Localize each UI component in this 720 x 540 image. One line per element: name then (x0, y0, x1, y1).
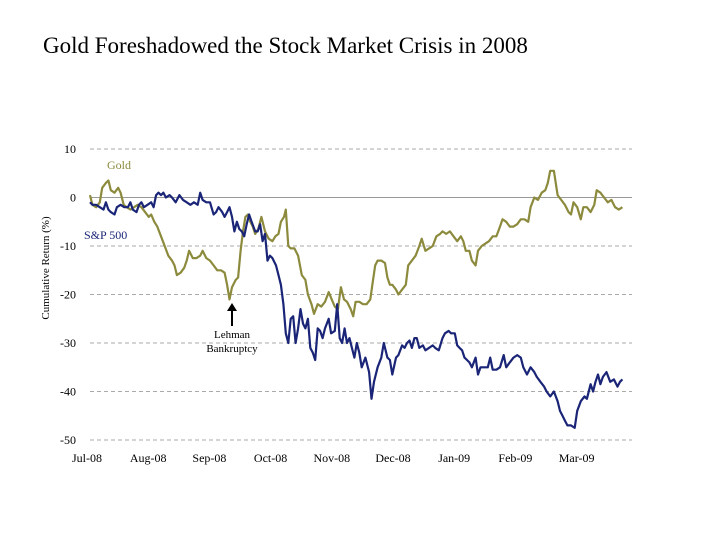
y-tick-label: -30 (60, 336, 76, 350)
series-label-gold: Gold (107, 158, 131, 172)
x-tick-label: Oct-08 (254, 451, 287, 465)
x-tick-label: Jul-08 (72, 451, 102, 465)
y-tick-label: -50 (60, 433, 76, 447)
x-tick-label: Feb-09 (498, 451, 532, 465)
annotation-line-1: Lehman (214, 329, 251, 341)
y-tick-labels: 10 0 -10 -20 -30 -40 -50 (60, 142, 76, 447)
y-tick-label: -20 (60, 288, 76, 302)
y-tick-label: 0 (70, 191, 76, 205)
x-tick-label: Dec-08 (375, 451, 410, 465)
x-tick-label: Mar-09 (559, 451, 595, 465)
x-tick-label: Jan-09 (438, 451, 470, 465)
y-tick-label: 10 (64, 142, 76, 156)
annotation-arrow-head (227, 303, 237, 311)
series-label-sp500: S&P 500 (84, 228, 127, 242)
y-axis-label: Cumulative Return (%) (40, 216, 52, 320)
x-tick-label: Sep-08 (192, 451, 226, 465)
annotation-line-2: Bankruptcy (206, 343, 258, 355)
series-lines (88, 169, 624, 429)
series-line-sp500 (89, 191, 624, 429)
y-tick-label: -10 (60, 239, 76, 253)
x-tick-labels: Jul-08 Aug-08 Sep-08 Oct-08 Nov-08 Dec-08 Jan-… (72, 451, 594, 465)
x-tick-label: Aug-08 (130, 451, 167, 465)
y-tick-label: -40 (60, 385, 76, 399)
lehman-annotation: Lehman Bankruptcy (206, 303, 258, 355)
chart-title: Gold Foreshadowed the Stock Market Crisi… (43, 33, 528, 58)
x-tick-label: Nov-08 (313, 451, 350, 465)
series-line-gold (88, 169, 624, 318)
